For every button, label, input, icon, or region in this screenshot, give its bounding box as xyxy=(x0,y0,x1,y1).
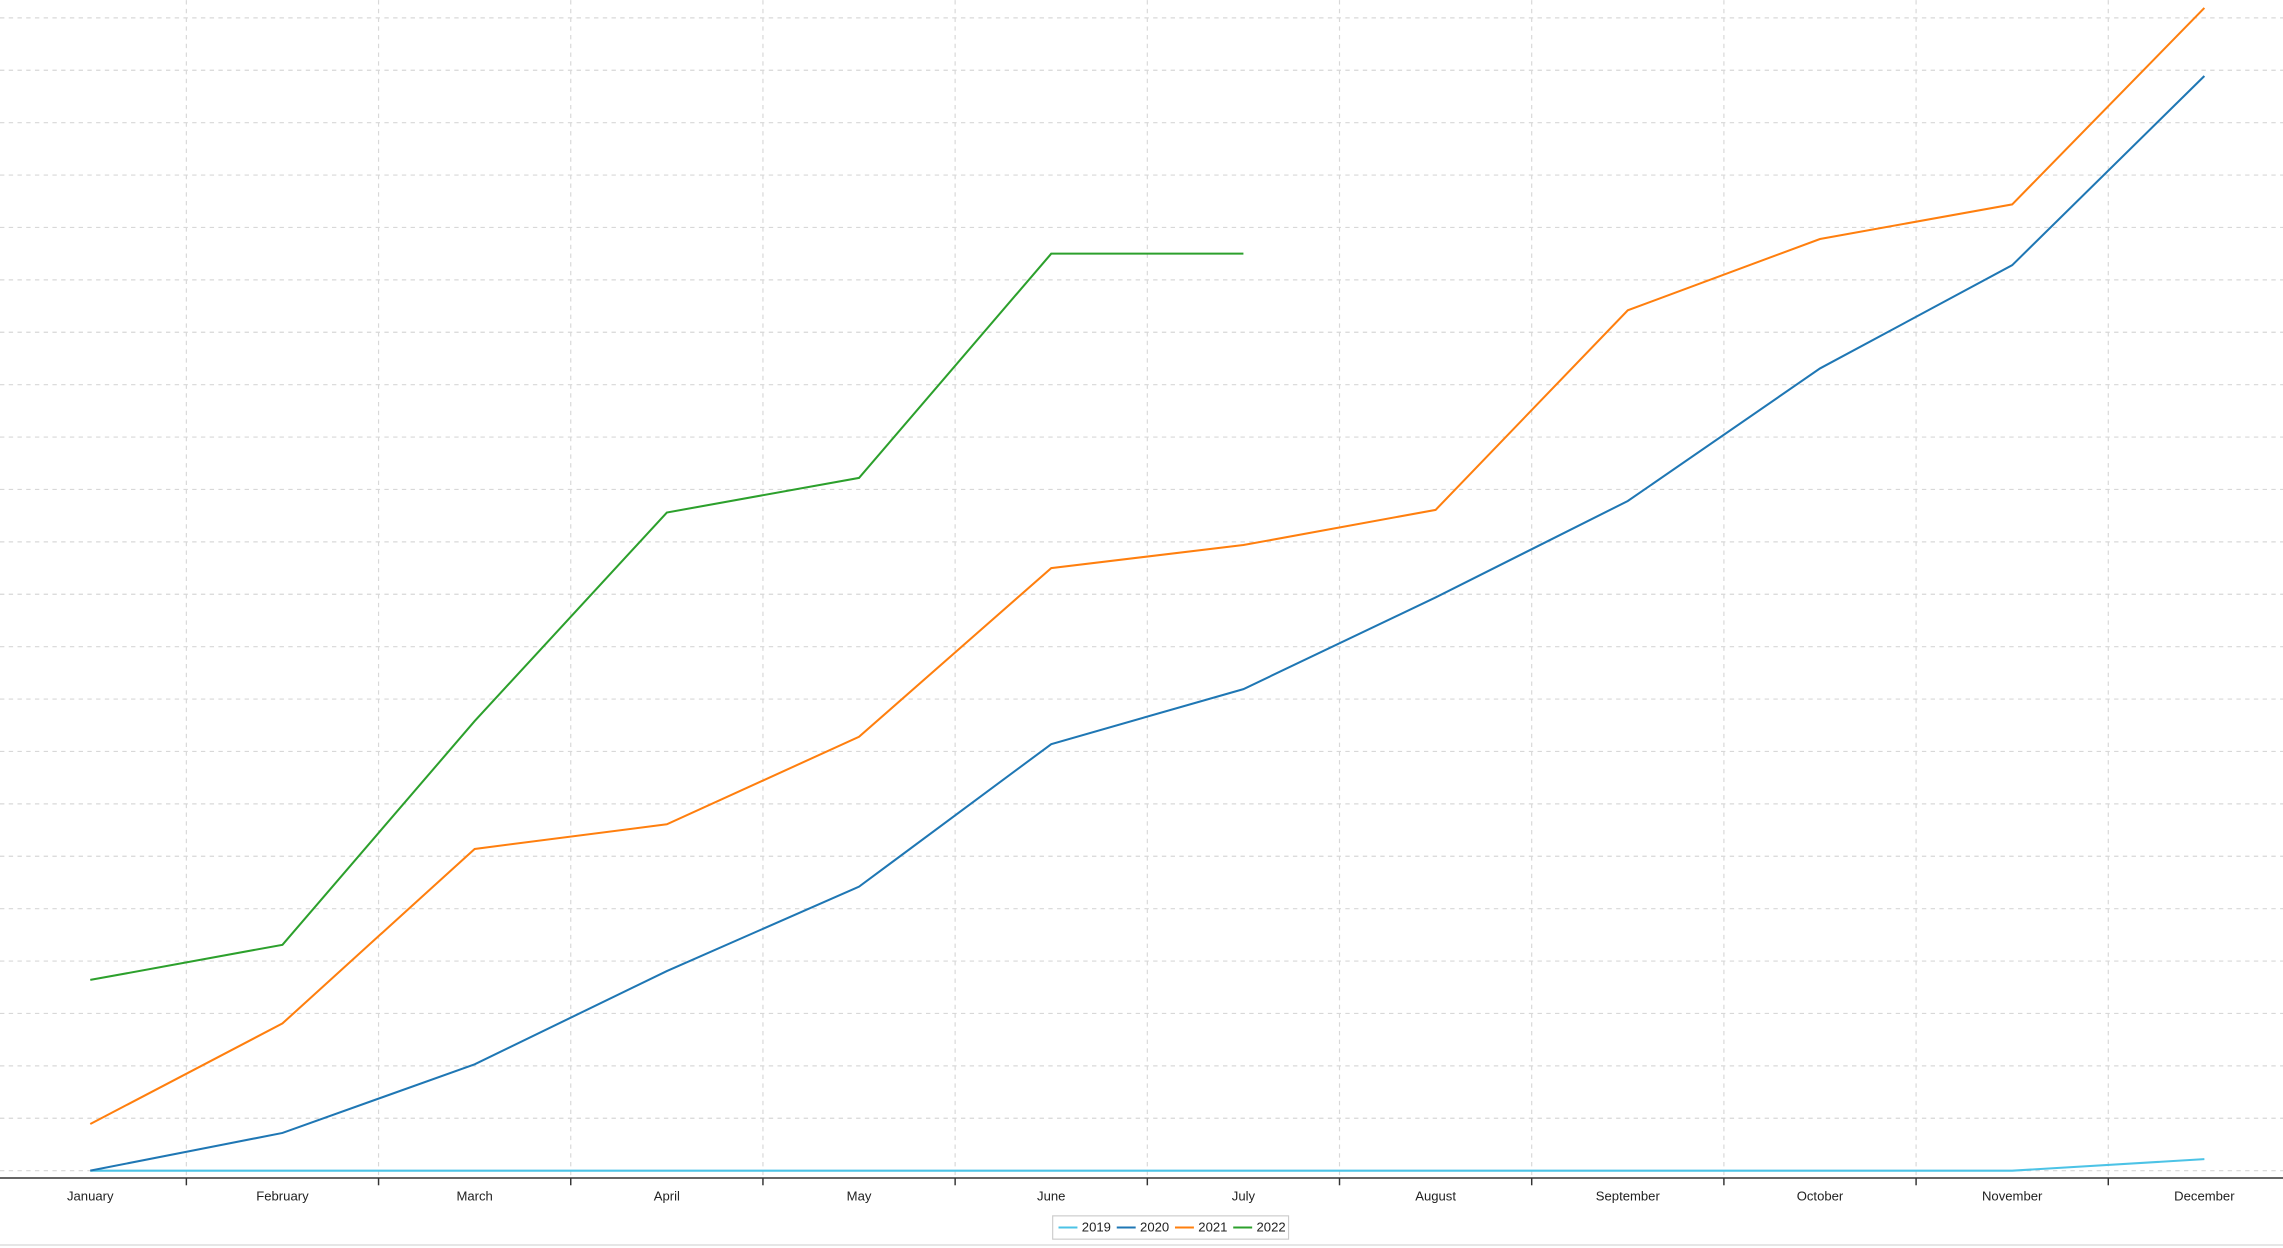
series-line xyxy=(90,252,1244,981)
x-tick-label: February xyxy=(256,1188,309,1203)
x-tick-label: September xyxy=(1596,1188,1661,1203)
x-tick-label: May xyxy=(847,1188,872,1203)
legend-label: 2021 xyxy=(1198,1220,1227,1235)
x-tick-label: August xyxy=(1415,1188,1456,1203)
series-line xyxy=(90,1158,2205,1172)
x-tick-label: December xyxy=(2174,1188,2235,1203)
series-line xyxy=(89,7,2206,1125)
legend-label: 2019 xyxy=(1082,1220,1111,1235)
x-tick-label: April xyxy=(654,1188,680,1203)
x-tick-label: October xyxy=(1797,1188,1844,1203)
legend-label: 2020 xyxy=(1140,1220,1169,1235)
legend-box xyxy=(1052,1215,1290,1240)
x-tick-label: January xyxy=(67,1188,114,1203)
x-tick-label: July xyxy=(1232,1188,1256,1203)
legend-label: 2022 xyxy=(1257,1220,1286,1235)
x-tick-label: November xyxy=(1982,1188,2043,1203)
x-tick-label: June xyxy=(1037,1188,1065,1203)
series-line xyxy=(90,75,2206,1172)
x-tick-label: March xyxy=(456,1188,492,1203)
